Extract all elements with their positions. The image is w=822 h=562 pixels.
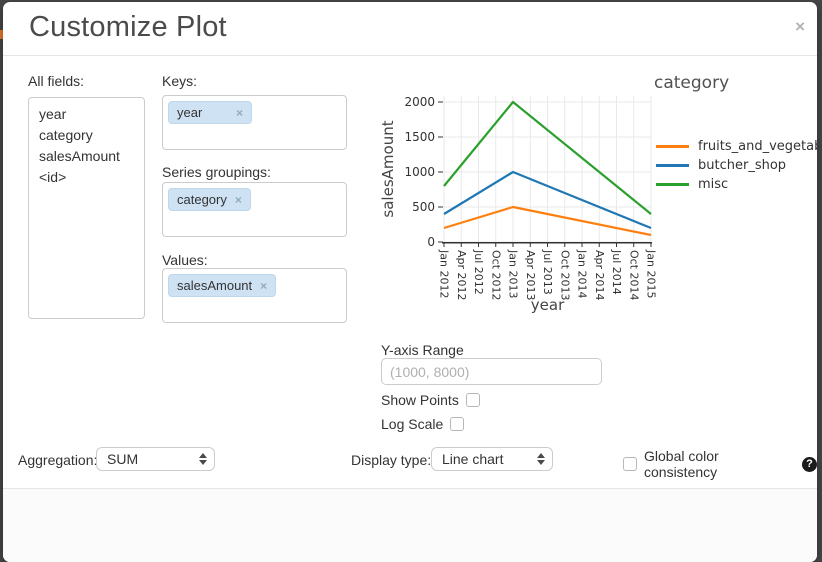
- pill-remove-icon[interactable]: ×: [234, 192, 242, 207]
- log-scale-label: Log Scale: [381, 416, 444, 432]
- global-color-label: Global color consistency: [644, 448, 719, 480]
- display-type-select[interactable]: Line chart: [431, 447, 553, 471]
- values-label: Values:: [162, 252, 208, 268]
- svg-text:Oct 2014: Oct 2014: [627, 250, 640, 301]
- log-scale-row: Log Scale: [381, 416, 465, 432]
- display-type-label: Display type:: [351, 452, 432, 468]
- show-points-row: Show Points: [381, 392, 480, 408]
- field-item-year[interactable]: year: [39, 106, 67, 122]
- svg-text:2000: 2000: [404, 95, 435, 109]
- customize-plot-dialog: Customize Plot × All fields: year catego…: [3, 2, 817, 562]
- svg-text:Jul 2014: Jul 2014: [610, 249, 623, 295]
- legend-item: fruits_and_vegetables: [656, 138, 817, 154]
- legend-swatch-icon: [656, 182, 689, 186]
- aggregation-label: Aggregation:: [18, 452, 98, 468]
- display-type-value: Line chart: [442, 451, 504, 467]
- svg-text:Jul 2013: Jul 2013: [541, 249, 554, 295]
- svg-text:Jan 2013: Jan 2013: [507, 249, 520, 298]
- series-line-misc: [443, 100, 652, 215]
- global-color-row: Global color consistency ?: [623, 448, 817, 480]
- select-arrows-icon: [537, 453, 545, 465]
- svg-text:Oct 2012: Oct 2012: [489, 250, 502, 301]
- help-circle-icon[interactable]: ?: [802, 456, 817, 472]
- keys-label: Keys:: [162, 73, 198, 89]
- x-axis-title: year: [531, 296, 565, 314]
- pill-year[interactable]: year ×: [168, 101, 252, 124]
- pill-salesamount[interactable]: salesAmount ×: [168, 274, 277, 297]
- dialog-body: All fields: year category salesAmount <i…: [3, 56, 817, 488]
- svg-text:Oct 2013: Oct 2013: [558, 250, 571, 301]
- legend-item: misc: [656, 176, 817, 192]
- field-item-salesamount[interactable]: salesAmount: [39, 148, 120, 164]
- dialog-header: Customize Plot ×: [3, 2, 817, 56]
- pill-category-text: category: [177, 192, 227, 207]
- show-points-checkbox[interactable]: [465, 393, 480, 407]
- svg-text:Jan 2012: Jan 2012: [438, 249, 451, 298]
- field-item-id[interactable]: <id>: [39, 169, 67, 185]
- pill-salesamount-text: salesAmount: [177, 278, 253, 293]
- pill-remove-icon[interactable]: ×: [235, 105, 243, 120]
- series-groupings-well[interactable]: category ×: [162, 182, 347, 237]
- chart-preview: 0 500 1000 1500 2000 Jan 2012 Apr 2012 Jul 2012…: [371, 56, 671, 328]
- svg-text:Apr 2013: Apr 2013: [524, 250, 537, 301]
- legend-label: butcher_shop: [698, 157, 787, 173]
- series-line-butcher_shop: [443, 170, 652, 230]
- y-axis-range-input[interactable]: [381, 358, 602, 385]
- log-scale-checkbox[interactable]: [450, 417, 465, 431]
- all-fields-label: All fields:: [28, 73, 85, 89]
- legend-title: category: [654, 73, 730, 93]
- select-arrows-icon: [199, 453, 207, 465]
- background-page-fragment: [0, 30, 3, 39]
- pill-year-text: year: [177, 105, 203, 120]
- pill-category[interactable]: category ×: [168, 188, 251, 211]
- legend-label: misc: [698, 176, 729, 192]
- dialog-title: Customize Plot: [29, 11, 227, 43]
- aggregation-value: SUM: [107, 451, 139, 467]
- legend-item: butcher_shop: [656, 157, 817, 173]
- svg-text:1500: 1500: [404, 130, 435, 144]
- series-groupings-label: Series groupings:: [162, 164, 271, 180]
- legend-swatch-icon: [656, 163, 689, 167]
- close-icon[interactable]: ×: [795, 17, 805, 36]
- all-fields-list[interactable]: year category salesAmount <id>: [28, 97, 145, 319]
- y-axis-range-label: Y-axis Range: [381, 342, 464, 358]
- show-points-label: Show Points: [381, 392, 459, 408]
- chart-legend: category fruits_and_vegetables butcher_sh…: [654, 73, 817, 192]
- svg-text:Jan 2015: Jan 2015: [645, 249, 658, 298]
- field-item-category[interactable]: category: [39, 127, 93, 143]
- pill-remove-icon[interactable]: ×: [260, 278, 268, 293]
- svg-text:1000: 1000: [404, 165, 435, 179]
- chart-canvas: 0 500 1000 1500 2000 Jan 2012 Apr 2012 Jul 2012…: [379, 95, 658, 314]
- aggregation-select[interactable]: SUM: [96, 447, 215, 471]
- values-well[interactable]: salesAmount ×: [162, 268, 347, 323]
- svg-text:0: 0: [427, 235, 435, 249]
- svg-text:500: 500: [412, 200, 435, 214]
- svg-text:Jul 2012: Jul 2012: [472, 249, 485, 295]
- svg-text:Apr 2012: Apr 2012: [455, 250, 468, 301]
- svg-text:Apr 2014: Apr 2014: [593, 250, 606, 301]
- global-color-checkbox[interactable]: [623, 457, 637, 471]
- legend-swatch-icon: [656, 144, 689, 148]
- y-axis-title: salesAmount: [379, 120, 397, 217]
- keys-well[interactable]: year ×: [162, 95, 347, 150]
- dialog-footer: [3, 488, 817, 562]
- svg-text:Jan 2014: Jan 2014: [576, 249, 589, 298]
- series-line-fruits_and_vegetables: [443, 205, 652, 237]
- legend-label: fruits_and_vegetables: [698, 138, 817, 154]
